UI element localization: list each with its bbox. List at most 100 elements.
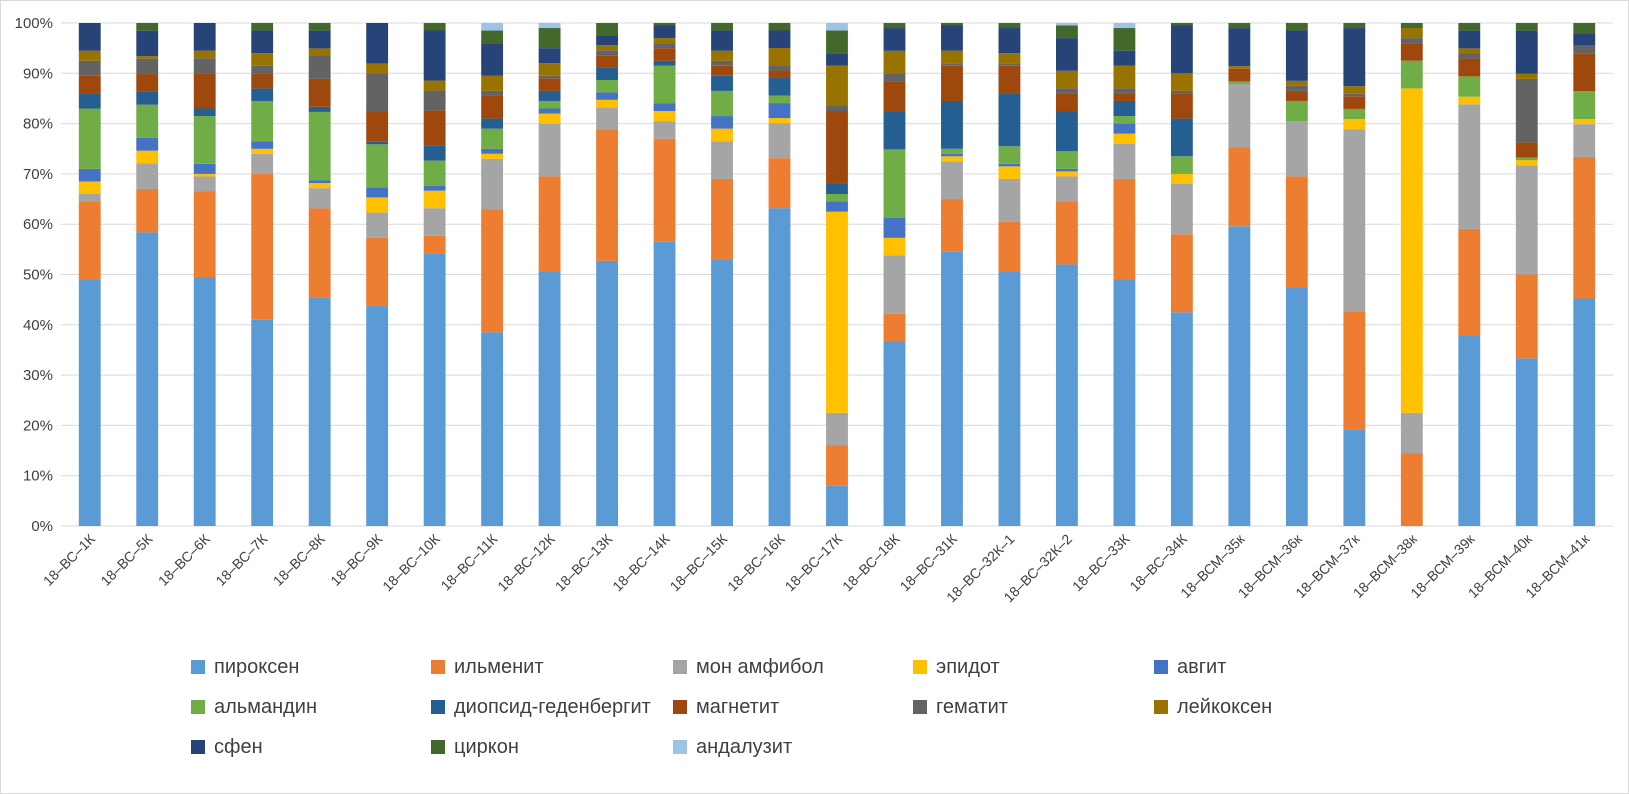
legend-label: сфен xyxy=(214,735,263,758)
bar-segment xyxy=(423,30,446,81)
x-tick-label: 18–ВС–7К xyxy=(212,530,271,589)
bar-segment xyxy=(193,163,216,174)
bar-segment xyxy=(653,121,676,139)
bar-segment xyxy=(78,93,101,109)
bar-segment xyxy=(1285,121,1308,177)
bar-segment xyxy=(78,168,101,182)
bar-segment xyxy=(366,197,389,213)
bar-segment xyxy=(136,150,159,164)
bar-segment xyxy=(1343,28,1366,87)
bar-segment xyxy=(136,163,159,189)
bar-segment xyxy=(78,181,101,195)
bar-segment xyxy=(1170,312,1193,526)
bar-segment xyxy=(308,111,331,181)
bar-segment xyxy=(481,75,504,91)
bar-segment xyxy=(308,30,331,49)
bar-segment xyxy=(1056,38,1078,71)
bar-segment xyxy=(366,237,389,307)
legend-swatch xyxy=(1154,700,1168,714)
bar-segment xyxy=(768,118,791,124)
bar-segment xyxy=(308,208,331,298)
bar-segment xyxy=(481,30,504,44)
bar-segment xyxy=(1056,25,1078,39)
bar-segment xyxy=(136,30,159,57)
legend-item: сфен xyxy=(191,734,263,760)
bar-segment xyxy=(538,28,561,49)
bar-segment xyxy=(998,65,1021,94)
bar-segment xyxy=(193,173,216,177)
bar-segment xyxy=(768,95,791,104)
bar-segment xyxy=(423,23,446,31)
bar-segment xyxy=(941,156,963,162)
legend-item: альмандин xyxy=(191,694,317,720)
bar-segment xyxy=(423,110,446,146)
bar-segment xyxy=(423,160,446,186)
bar-segment xyxy=(1515,160,1538,166)
bar-segment xyxy=(193,50,216,59)
bar-segment xyxy=(768,103,791,119)
bar-segment xyxy=(1515,165,1538,275)
bar-segment xyxy=(1458,76,1481,97)
bar-segment xyxy=(1458,96,1481,105)
bar-segment xyxy=(136,104,159,138)
bar-segment xyxy=(423,208,446,236)
x-tick-label: 18–ВС–14К xyxy=(609,530,673,594)
bar-segment xyxy=(883,23,906,29)
legend-swatch xyxy=(191,660,205,674)
bar-segment xyxy=(826,111,848,184)
bar-segment xyxy=(308,297,331,526)
bar-segment xyxy=(883,341,906,526)
legend-item: магнетит xyxy=(673,694,779,720)
bar-segment xyxy=(136,188,159,233)
legend-item: пироксен xyxy=(191,654,299,680)
bar-segment xyxy=(596,92,618,100)
bar-segment xyxy=(596,67,618,80)
bar-segment xyxy=(1113,279,1136,526)
bar-segment xyxy=(1573,119,1596,125)
bar-segment xyxy=(308,180,331,184)
bar-segment xyxy=(423,185,446,191)
bar-segment xyxy=(826,30,848,54)
legend-label: лейкоксен xyxy=(1177,695,1273,718)
bar-segment xyxy=(366,63,389,74)
bar-segment xyxy=(538,271,561,526)
bar-segment xyxy=(481,158,504,210)
bar-segment xyxy=(1458,23,1481,31)
bar-segment xyxy=(1573,298,1596,526)
bar-segment xyxy=(1285,80,1308,86)
bar-segment xyxy=(1228,28,1251,67)
bar-segment xyxy=(711,128,733,142)
bar-segment xyxy=(1170,93,1193,119)
bar-segment xyxy=(481,153,504,159)
bar-segment xyxy=(653,48,676,61)
bar-segment xyxy=(538,113,561,124)
bar-segment xyxy=(251,88,274,101)
bar-segment xyxy=(826,485,848,526)
x-tick-label: 18–ВС–17К xyxy=(782,530,846,594)
bar-segment xyxy=(1285,90,1308,101)
bar-segment xyxy=(423,190,446,209)
stacked-bar-chart: 0% 10% 20% 30% 40% 50% 60% 70% 80% 90% 100% 18–ВС–1… xyxy=(15,15,1613,605)
bar-segment xyxy=(481,148,504,154)
bar-segment xyxy=(1113,28,1136,51)
bar-segment xyxy=(883,237,906,256)
bar-segment xyxy=(251,319,274,526)
bar-segment xyxy=(768,23,791,31)
legend-swatch xyxy=(191,740,205,754)
bar-segment xyxy=(481,209,504,333)
bar-segment xyxy=(653,38,676,44)
bar-segment xyxy=(366,23,389,64)
bar-segment xyxy=(1113,65,1136,89)
bar-segment xyxy=(1170,73,1193,91)
bar-segment xyxy=(1113,50,1136,66)
bar-segment xyxy=(1573,33,1596,46)
bar-segment xyxy=(941,25,963,51)
bar-segment xyxy=(711,75,733,91)
legend-swatch xyxy=(673,740,687,754)
bar-segment xyxy=(998,23,1021,29)
legend-label: пироксен xyxy=(214,655,300,678)
legend-label: циркон xyxy=(454,735,519,758)
y-tick-label: 60% xyxy=(23,216,53,233)
bar-segment xyxy=(826,53,848,66)
bar-segment xyxy=(78,279,101,526)
